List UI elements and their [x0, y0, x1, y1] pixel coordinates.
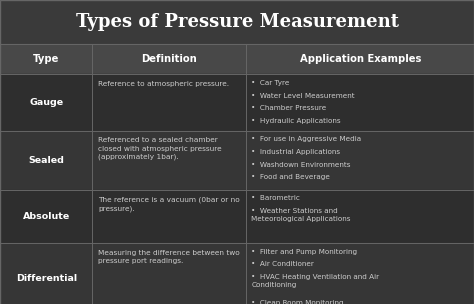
- Text: Absolute: Absolute: [23, 212, 70, 221]
- Bar: [0, 131, 474, 190]
- Bar: [0, 190, 474, 243]
- Text: Application Examples: Application Examples: [300, 54, 421, 64]
- Text: •  Food and Beverage: • Food and Beverage: [251, 174, 330, 181]
- Text: •  Car Tyre: • Car Tyre: [251, 80, 290, 86]
- Text: Types of Pressure Measurement: Types of Pressure Measurement: [75, 13, 399, 31]
- Bar: [0, 74, 474, 131]
- Text: •  Filter and Pump Monitoring: • Filter and Pump Monitoring: [251, 249, 357, 255]
- Text: Reference to atmospheric pressure.: Reference to atmospheric pressure.: [98, 81, 229, 87]
- Text: •  Air Conditioner: • Air Conditioner: [251, 261, 314, 268]
- Text: The reference is a vacuum (0bar or no
pressure).: The reference is a vacuum (0bar or no pr…: [98, 197, 240, 212]
- Text: Referenced to a sealed chamber
closed with atmospheric pressure
(approximately 1: Referenced to a sealed chamber closed wi…: [98, 137, 222, 161]
- Text: •  HVAC Heating Ventilation and Air
Conditioning: • HVAC Heating Ventilation and Air Condi…: [251, 274, 379, 288]
- Text: Differential: Differential: [16, 274, 77, 283]
- Text: Gauge: Gauge: [29, 98, 63, 107]
- Text: •  Weather Stations and
Meteorological Applications: • Weather Stations and Meteorological Ap…: [251, 208, 351, 222]
- Text: Type: Type: [33, 54, 59, 64]
- Text: •  Hydraulic Applications: • Hydraulic Applications: [251, 118, 341, 124]
- Text: Sealed: Sealed: [28, 156, 64, 165]
- Text: Measuring the difference between two
pressure port readings.: Measuring the difference between two pre…: [98, 250, 240, 264]
- Text: •  Water Level Measurement: • Water Level Measurement: [251, 93, 355, 99]
- Text: Definition: Definition: [142, 54, 197, 64]
- Text: •  Barometric: • Barometric: [251, 195, 300, 202]
- Bar: [0, 44, 474, 74]
- Bar: [0, 0, 474, 44]
- Text: •  Clean Room Monitoring: • Clean Room Monitoring: [251, 300, 344, 304]
- Text: •  Chamber Pressure: • Chamber Pressure: [251, 105, 327, 112]
- Text: •  For use in Aggressive Media: • For use in Aggressive Media: [251, 136, 361, 142]
- Text: •  Industrial Applications: • Industrial Applications: [251, 149, 340, 155]
- Text: •  Washdown Environments: • Washdown Environments: [251, 162, 351, 168]
- Bar: [0, 243, 474, 304]
